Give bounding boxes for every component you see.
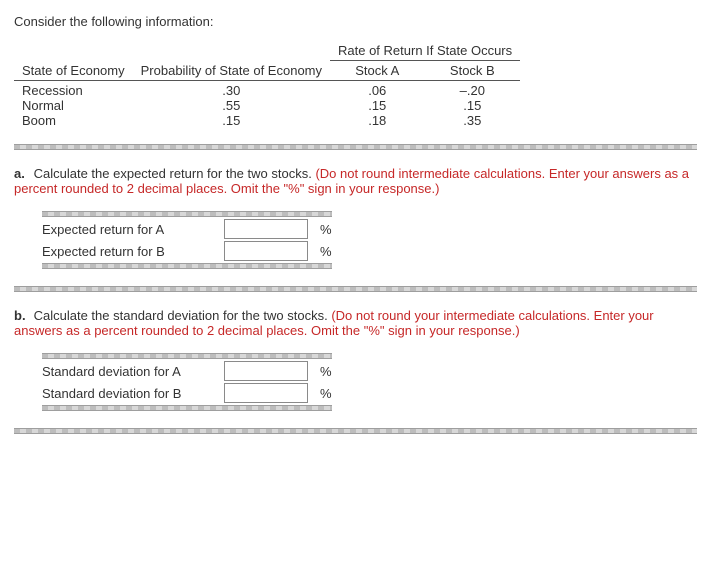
expected-return-b-input[interactable] <box>224 241 308 261</box>
qb-row1-label: Standard deviation for A <box>36 360 218 382</box>
divider <box>14 286 697 292</box>
cell-b: .35 <box>425 113 521 128</box>
qa-row2-label: Expected return for B <box>36 240 218 262</box>
percent-sign: % <box>314 218 338 240</box>
col-state: State of Economy <box>14 63 133 78</box>
cell-state: Boom <box>14 113 133 128</box>
cell-a: .15 <box>330 98 425 113</box>
qa-row1-label: Expected return for A <box>36 218 218 240</box>
qb-letter: b. <box>14 308 30 323</box>
divider <box>42 353 332 359</box>
table-row: Recession .30 .06 –.20 <box>14 83 520 98</box>
cell-a: .06 <box>330 83 425 98</box>
cell-b: –.20 <box>425 83 521 98</box>
state-table: Rate of Return If State Occurs State of … <box>14 43 520 128</box>
cell-state: Recession <box>14 83 133 98</box>
cell-prob: .15 <box>133 113 330 128</box>
col-stock-b: Stock B <box>425 63 521 78</box>
col-prob: Probability of State of Economy <box>133 63 330 78</box>
cell-b: .15 <box>425 98 521 113</box>
percent-sign: % <box>314 360 338 382</box>
question-b: b. Calculate the standard deviation for … <box>14 308 697 338</box>
percent-sign: % <box>314 240 338 262</box>
percent-sign: % <box>314 382 338 404</box>
table-row: Boom .15 .18 .35 <box>14 113 520 128</box>
cell-prob: .55 <box>133 98 330 113</box>
stddev-a-input[interactable] <box>224 361 308 381</box>
stddev-b-input[interactable] <box>224 383 308 403</box>
qa-prompt-black: Calculate the expected return for the tw… <box>34 166 316 181</box>
expected-return-a-input[interactable] <box>224 219 308 239</box>
divider <box>42 405 332 411</box>
col-stock-a: Stock A <box>330 63 425 78</box>
answer-block-a: Expected return for A % Expected return … <box>36 210 697 270</box>
divider <box>42 263 332 269</box>
qb-prompt-black: Calculate the standard deviation for the… <box>34 308 332 323</box>
table-row: Normal .55 .15 .15 <box>14 98 520 113</box>
divider <box>14 428 697 434</box>
cell-a: .18 <box>330 113 425 128</box>
cell-prob: .30 <box>133 83 330 98</box>
cell-state: Normal <box>14 98 133 113</box>
divider <box>42 211 332 217</box>
qb-row2-label: Standard deviation for B <box>36 382 218 404</box>
question-a: a. Calculate the expected return for the… <box>14 166 697 196</box>
divider <box>14 144 697 150</box>
intro-text: Consider the following information: <box>14 14 697 29</box>
qa-letter: a. <box>14 166 30 181</box>
rate-header: Rate of Return If State Occurs <box>330 43 520 58</box>
answer-block-b: Standard deviation for A % Standard devi… <box>36 352 697 412</box>
